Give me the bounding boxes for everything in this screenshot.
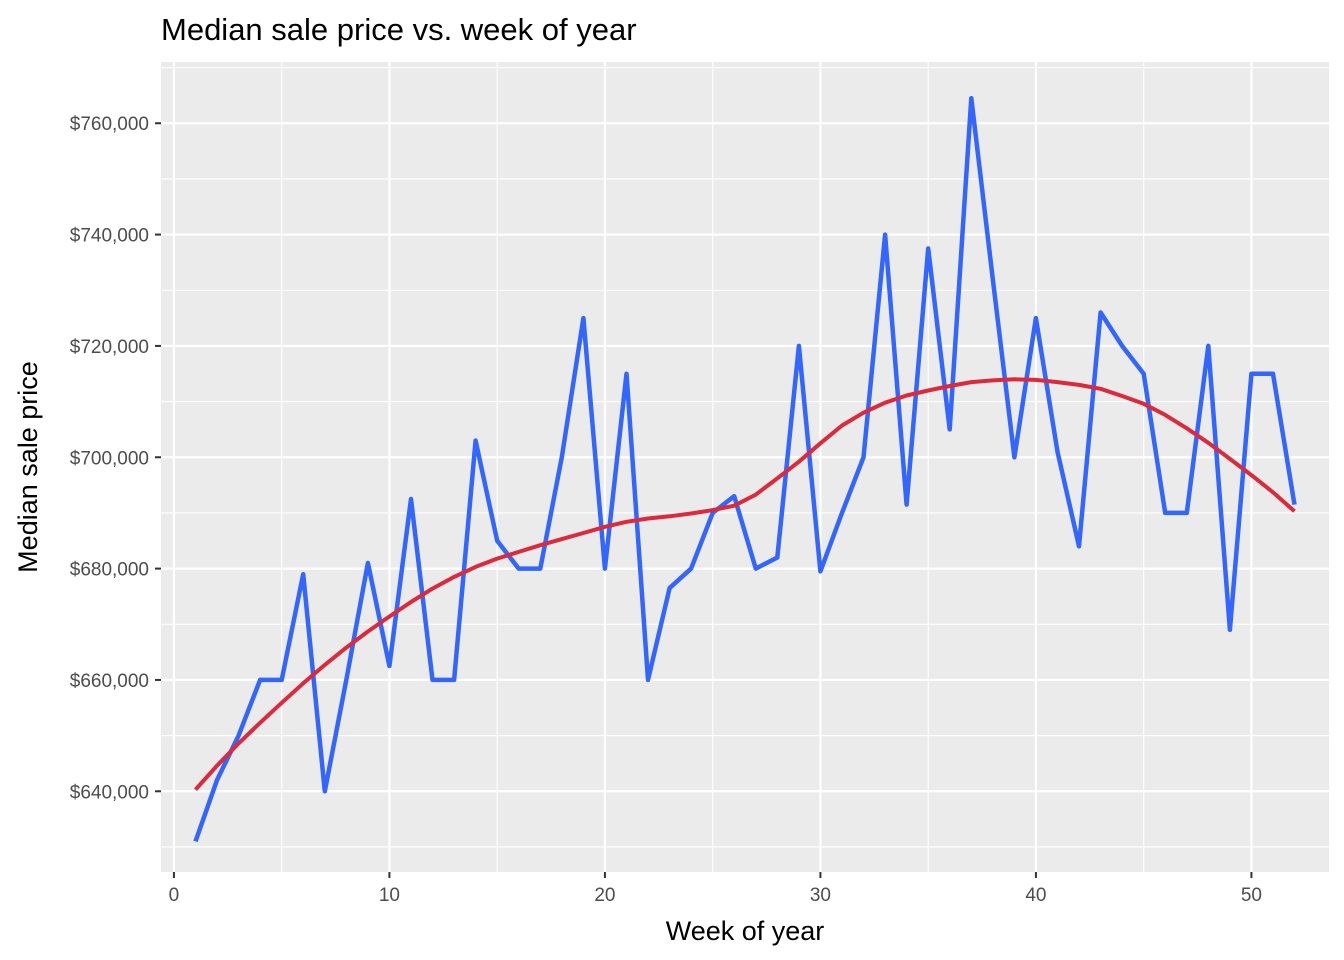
smoothed-trend-line [194, 377, 1296, 791]
y-axis-title: Median sale price [13, 361, 43, 573]
grid-major [161, 62, 1329, 872]
x-axis: 0 10 20 30 40 50 [169, 872, 1262, 906]
y-tick-label: $720,000 [70, 337, 149, 358]
series-layer [193, 95, 1297, 843]
y-tick-label: $640,000 [70, 782, 149, 803]
x-tick-label: 30 [810, 885, 831, 906]
median-price-line [193, 95, 1297, 843]
y-tick-label: $660,000 [70, 671, 149, 692]
x-tick-label: 0 [169, 885, 180, 906]
x-axis-title: Week of year [666, 916, 825, 946]
y-tick-label: $740,000 [70, 226, 149, 247]
y-tick-label: $680,000 [70, 560, 149, 581]
x-tick-label: 20 [594, 885, 615, 906]
x-tick-label: 50 [1241, 885, 1262, 906]
x-tick-label: 10 [379, 885, 400, 906]
y-tick-label: $700,000 [70, 448, 149, 469]
x-tick-label: 40 [1025, 885, 1046, 906]
plot-background [161, 62, 1329, 872]
chart-title: Median sale price vs. week of year [161, 12, 637, 47]
y-tick-label: $760,000 [70, 114, 149, 135]
y-axis: $640,000 $660,000 $680,000 $700,000 $720,000… [70, 114, 161, 803]
